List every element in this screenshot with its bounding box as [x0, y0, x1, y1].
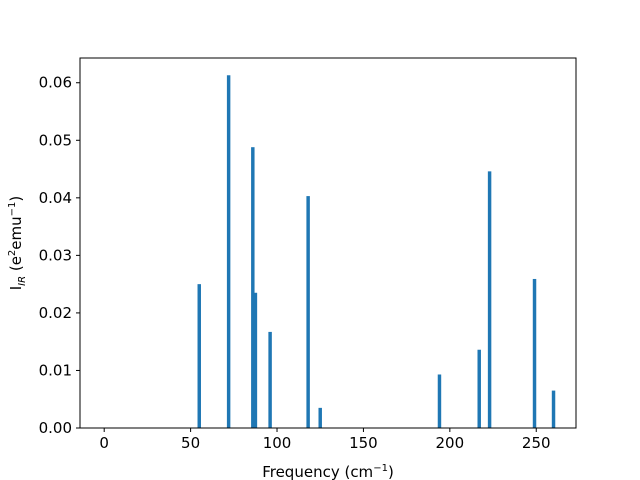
x-tick-label: 0: [99, 434, 109, 452]
bar: [318, 407, 322, 428]
x-tick-label: 50: [181, 434, 200, 452]
plot-area-background: [80, 58, 576, 428]
bar: [251, 147, 255, 428]
y-tick-label: 0.02: [39, 304, 72, 322]
bar: [268, 331, 272, 428]
y-tick-label: 0.03: [39, 246, 72, 264]
bars-group: [197, 75, 556, 429]
bar: [306, 196, 310, 428]
y-tick-label: 0.01: [39, 361, 72, 379]
y-tick-label: 0.06: [39, 74, 72, 92]
x-axis-label: Frequency (cm−1): [262, 463, 394, 480]
plot-frame: [79, 57, 577, 429]
y-tick-label: 0.04: [39, 189, 72, 207]
y-axis-label: IIR (e2emu−1): [7, 196, 28, 291]
bar: [551, 390, 556, 428]
x-axis-ticks: 0 50 100 150 200 250: [99, 428, 551, 452]
y-tick-label: 0.05: [39, 131, 72, 149]
x-tick-label: 100: [263, 434, 292, 452]
y-axis-ticks: 0.00 0.01 0.02 0.03 0.04 0.05 0.06: [39, 74, 80, 437]
bar: [532, 278, 537, 428]
y-tick-label: 0.00: [39, 419, 72, 437]
bar: [226, 75, 231, 428]
x-tick-label: 200: [436, 434, 465, 452]
bar: [487, 171, 492, 429]
x-tick-label: 250: [522, 434, 551, 452]
bar: [253, 292, 258, 428]
x-tick-label: 150: [349, 434, 378, 452]
bar: [437, 374, 442, 428]
bar: [477, 349, 481, 428]
bar: [197, 284, 201, 428]
